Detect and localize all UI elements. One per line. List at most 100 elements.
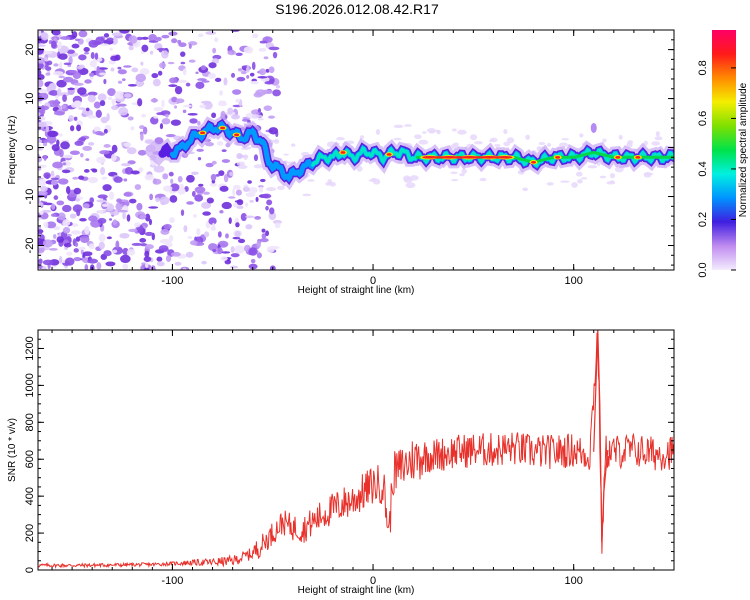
spectrogram-haze-blob [525,134,530,140]
spectrogram-noise-blob [137,149,147,156]
snr-marks [38,330,674,569]
spectrogram-noise-blob [168,235,174,243]
spectrogram-noise-blob [221,149,227,153]
spectrogram-noise-blob [58,75,65,79]
spectrogram-noise-blob [158,245,169,252]
spectrogram-noise-blob [88,142,95,146]
spectrogram-noise-blob [196,228,201,236]
spectrogram-noise-blob [95,130,104,136]
spectrogram-noise-blob [143,256,152,262]
colorbar-tick-label: 0.8 [697,60,709,75]
spectrogram-noise-blob [38,190,48,196]
spectrogram-y-tick-label: 20 [24,43,36,55]
spectrogram-noise-blob [183,225,188,233]
spectrogram-haze-blob [546,142,552,147]
spectrogram-noise-blob [97,194,108,199]
spectrogram-noise-blob [156,256,163,262]
snr-series-line [38,332,674,569]
spectrogram-noise-blob [97,93,107,102]
spectrogram-noise-blob [43,172,51,179]
spectrogram-noise-blob [43,221,49,228]
spectrogram-noise-blob [208,243,218,251]
spectrogram-noise-blob [152,78,161,87]
spectrogram-noise-blob [209,182,217,187]
spectrogram-noise-blob [38,258,43,265]
spectrogram-hotspot-core [220,126,226,130]
spectrogram-noise-blob [235,52,243,57]
spectrogram-noise-blob [106,37,114,42]
spectrogram-noise-blob [195,71,199,75]
spectrogram-noise-blob [128,45,134,51]
spectrogram-noise-blob [87,115,97,119]
spectrogram-noise-blob [187,236,193,239]
spectrogram-noise-blob [38,30,42,37]
colorbar-ticks: 0.0 0.2 0.4 0.6 0.8 [697,60,736,278]
spectrogram-noise-blob [223,77,228,86]
spectrogram-haze-blob [470,134,478,141]
spectrogram-noise-blob [174,261,182,266]
spectrogram-noise-blob [185,82,191,87]
spectrogram-noise-blob [69,150,80,155]
spectrogram-noise-blob [39,210,44,215]
spectrogram-haze-blob [609,180,615,183]
spectrogram-noise-blob [215,174,220,177]
spectrogram-noise-blob [38,57,45,64]
spectrogram-haze-blob [614,166,624,173]
spectrogram-noise-blob [58,178,69,185]
spectrogram-noise-blob [46,85,52,93]
spectrogram-noise-blob [180,51,186,57]
spectrogram-noise-blob [89,60,97,68]
spectrogram-noise-blob [102,184,112,192]
spectrogram-noise-blob [200,100,212,104]
spectrogram-hotspot-core [234,133,240,137]
spectrogram-noise-blob [100,43,109,46]
spectrogram-noise-blob [109,218,113,221]
spectrogram-hotspot-core [531,160,537,164]
spectrogram-noise-blob [165,255,172,263]
spectrogram-noise-blob [178,42,187,48]
spectrogram-noise-blob [64,257,75,266]
spectrogram-noise-blob [38,116,46,121]
spectrogram-noise-blob [185,251,194,258]
spectrogram-noise-blob [110,55,119,62]
spectrogram-noise-blob [148,218,153,226]
spectrogram-noise-blob [56,200,65,206]
spectrogram-noise-blob [144,174,155,181]
spectrogram-noise-blob [84,79,92,84]
spectrogram-noise-blob [45,72,51,76]
spectrogram-noise-blob [221,201,232,210]
snr-x-tick-label: -100 [161,575,183,587]
spectrogram-noise-blob [74,242,79,247]
spectrogram-noise-blob [272,89,281,97]
spectrogram-noise-blob [208,62,217,69]
spectrogram-hotspot-core [340,151,346,154]
spectrogram-noise-blob [68,115,75,122]
spectrogram-noise-blob [83,47,90,52]
spectrogram-noise-blob [157,70,163,76]
spectrogram-noise-blob [126,249,136,256]
spectrogram-haze-blob [473,141,483,145]
spectrogram-noise-blob [78,30,88,38]
spectrogram-noise-blob [126,147,137,155]
spectrogram-noise-blob [161,50,169,59]
spectrogram-noise-blob [261,228,266,233]
snr-y-tick-label: 200 [24,524,36,542]
spectrogram-noise-blob [67,87,75,91]
snr-x-tick-label: 100 [565,575,583,587]
spectrogram-noise-blob [87,176,99,184]
spectrogram-noise-blob [61,104,67,109]
spectrogram-noise-blob [106,113,110,121]
spectrogram-noise-blob [177,175,183,183]
spectrogram-noise-blob [169,183,180,192]
spectrogram-noise-blob [56,236,64,243]
spectrogram-haze-blob [479,177,487,182]
spectrogram-noise-blob [259,68,267,76]
spectrogram-haze-blob [452,142,459,147]
spectrogram-noise-blob [95,109,102,119]
spectrogram-noise-blob [173,105,178,109]
spectrogram-noise-blob [232,188,236,197]
spectrogram-noise-blob [115,240,120,249]
spectrogram-noise-blob [103,250,112,257]
